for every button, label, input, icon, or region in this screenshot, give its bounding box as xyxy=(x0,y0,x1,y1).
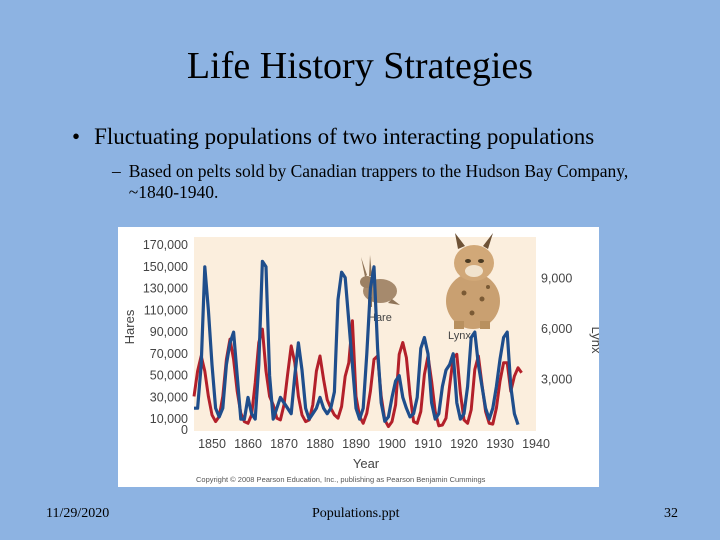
slide-title: Life History Strategies xyxy=(186,45,534,87)
right-y-axis: 3,000 6,000 9,000 xyxy=(541,272,572,387)
left-y-tick-label: 150,000 xyxy=(143,260,188,274)
bullet-item: • Fluctuating populations of two interac… xyxy=(72,124,594,150)
x-axis-label: Year xyxy=(353,456,380,471)
x-tick-label: 1920 xyxy=(450,437,478,451)
x-tick-label: 1940 xyxy=(522,437,550,451)
x-tick-label: 1910 xyxy=(414,437,442,451)
left-y-tick-label: 70,000 xyxy=(150,347,188,361)
left-y-tick-label: 30,000 xyxy=(150,390,188,404)
right-y-tick-label: 6,000 xyxy=(541,322,572,336)
copyright-credit: Copyright © 2008 Pearson Education, Inc.… xyxy=(196,475,486,484)
left-y-axis-label: Hares xyxy=(122,309,137,344)
right-y-axis-label: Lynx xyxy=(589,327,599,354)
sub-bullet-marker: – xyxy=(112,161,121,181)
footer-date: 11/29/2020 xyxy=(46,506,110,521)
left-y-tick-label: 50,000 xyxy=(150,369,188,383)
x-tick-label: 1900 xyxy=(378,437,406,451)
lynx-series-line xyxy=(192,319,523,429)
left-y-tick-label: 110,000 xyxy=(144,303,188,317)
x-tick-label: 1930 xyxy=(486,437,514,451)
x-tick-label: 1860 xyxy=(234,437,262,451)
hare-annotation: Hare xyxy=(368,312,392,324)
footer-page-number: 32 xyxy=(664,506,678,521)
sub-bullet-text: Based on pelts sold by Canadian trappers… xyxy=(128,161,629,203)
footer-filename: Populations.ppt xyxy=(312,506,400,521)
left-y-tick-label: 0 xyxy=(181,423,188,437)
lynx-annotation: Lynx xyxy=(448,330,471,342)
x-tick-label: 1850 xyxy=(198,437,226,451)
left-y-tick-label: 10,000 xyxy=(150,412,188,426)
right-y-tick-label: 9,000 xyxy=(541,272,572,286)
left-y-tick-label: 130,000 xyxy=(143,282,188,296)
bullet-marker: • xyxy=(72,124,81,149)
lynx-illustration xyxy=(446,233,500,329)
x-tick-label: 1890 xyxy=(342,437,370,451)
x-axis: 1850 1860 1870 1880 1890 1900 1910 1920 1930 1940 xyxy=(198,437,550,451)
x-tick-label: 1870 xyxy=(270,437,298,451)
hare-series-line xyxy=(194,259,520,426)
population-chart-figure: Hare Lynx 1850 1860 1870 1880 1890 1900 1910 19… xyxy=(118,227,599,487)
hare-lynx-chart: Hare Lynx 1850 1860 1870 1880 1890 1900 1910 19… xyxy=(118,227,599,487)
left-y-tick-label: 90,000 xyxy=(150,325,188,339)
left-y-axis: 010,000 30,000 50,000 70,000 90,000 110,000 13… xyxy=(143,238,188,437)
left-y-tick-label: 170,000 xyxy=(143,238,188,252)
bullet-text: Fluctuating populations of two interacti… xyxy=(94,124,595,149)
sub-bullet-item: – Based on pelts sold by Canadian trappe… xyxy=(112,161,672,204)
x-tick-label: 1880 xyxy=(306,437,334,451)
right-y-tick-label: 3,000 xyxy=(541,373,572,387)
